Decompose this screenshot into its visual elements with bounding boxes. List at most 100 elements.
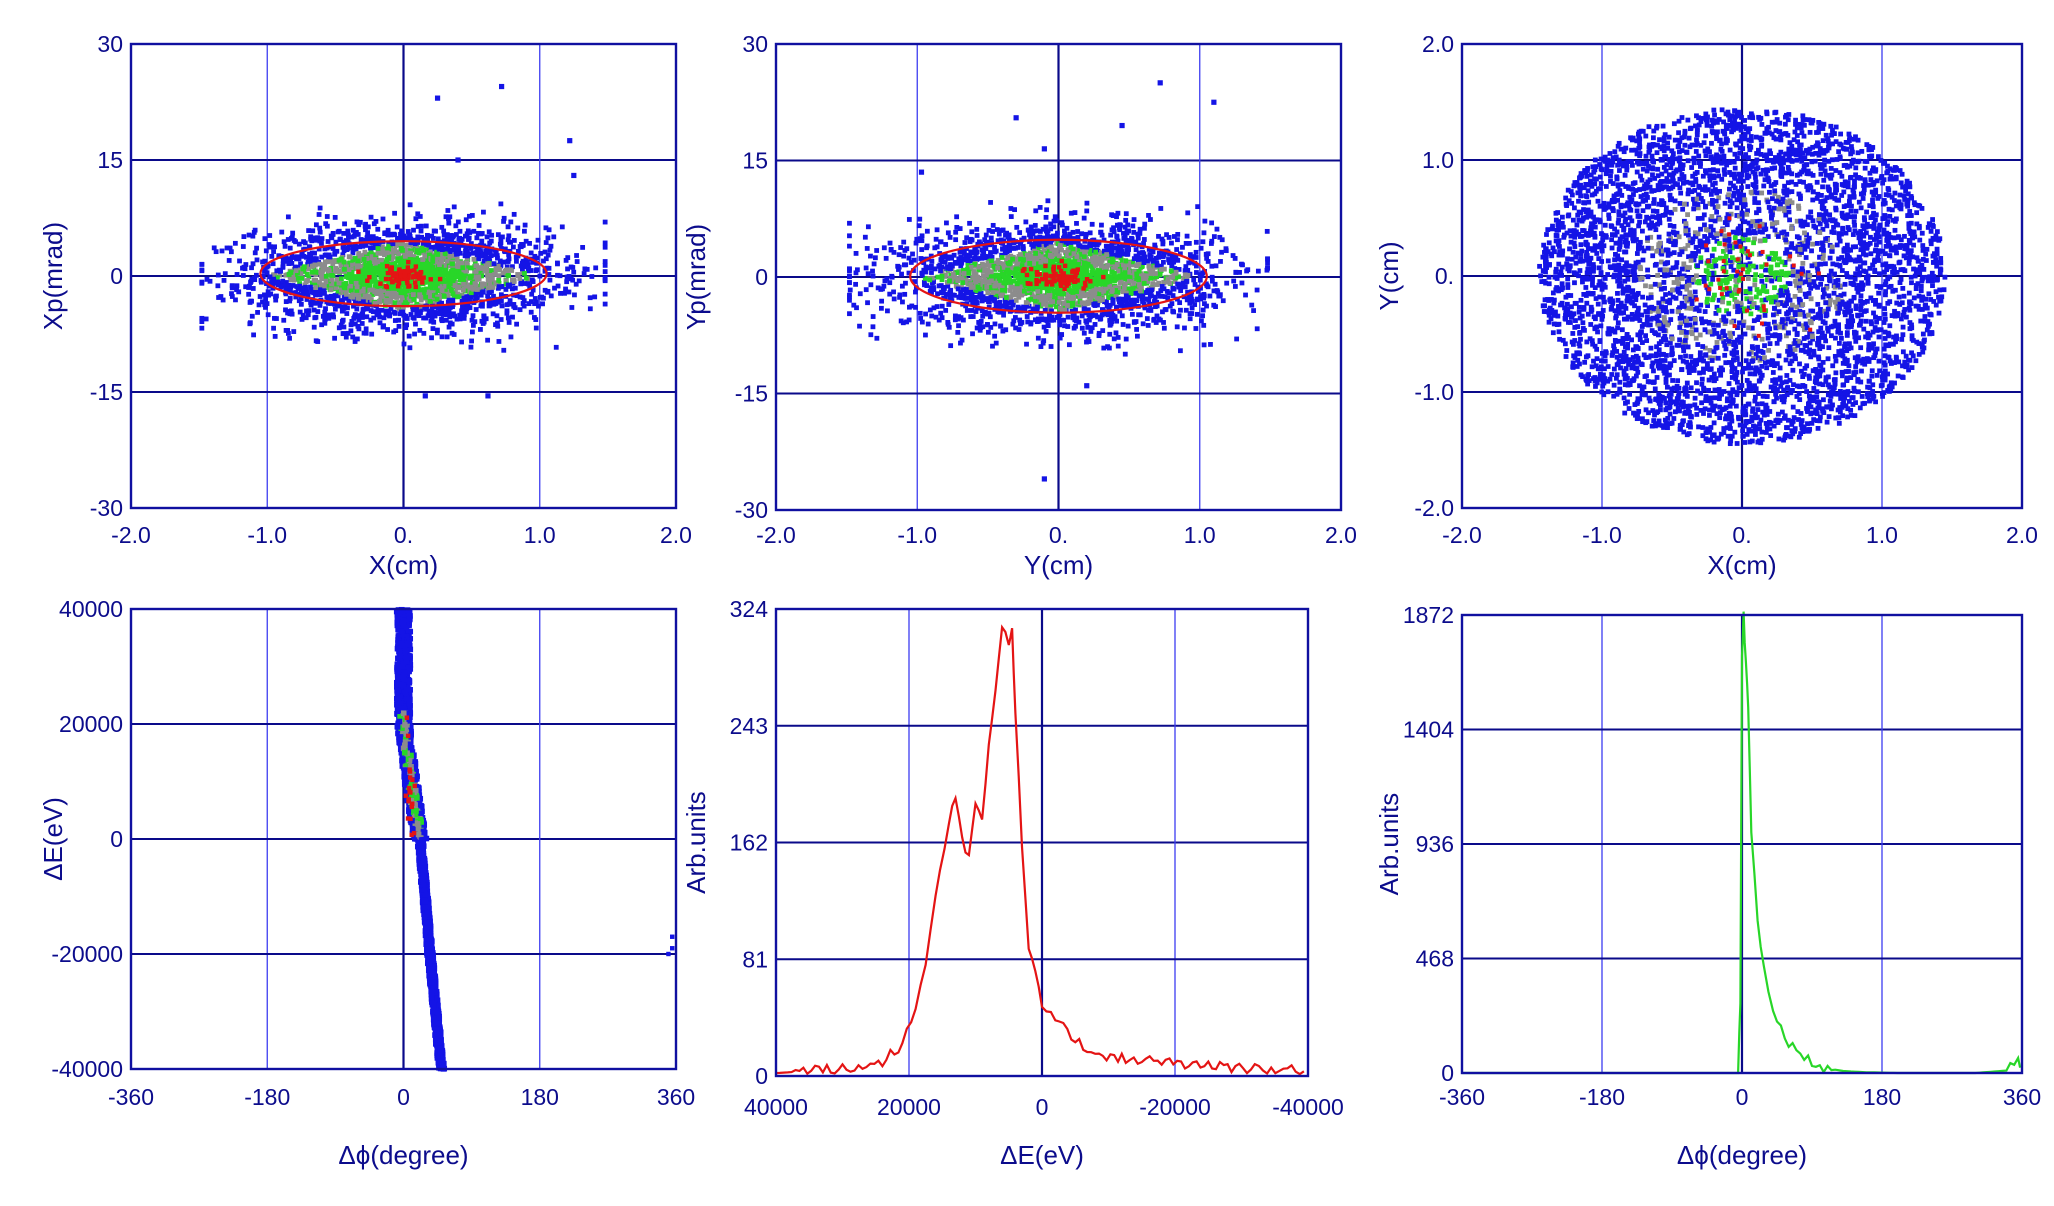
scatter-point <box>1152 299 1157 304</box>
x-tick-label: 1.0 <box>524 522 556 548</box>
scatter-point <box>967 278 973 284</box>
scatter-point <box>444 334 450 340</box>
scatter-point <box>341 259 347 265</box>
scatter-point <box>1056 300 1062 305</box>
scatter-point <box>1146 213 1151 218</box>
scatter-point <box>1015 260 1020 265</box>
scatter-point <box>939 264 945 270</box>
scatter-point <box>1141 251 1147 257</box>
scatter-point <box>445 300 451 305</box>
scatter-point <box>1265 260 1270 266</box>
scatter-point <box>587 295 593 301</box>
scatter-point <box>1037 229 1043 234</box>
scatter-point <box>358 241 364 247</box>
scatter-point <box>418 307 424 313</box>
scatter-point <box>1000 328 1006 334</box>
scatter-point <box>1183 307 1189 313</box>
scatter-point <box>979 308 985 314</box>
scatter-point <box>464 257 470 263</box>
scatter-point <box>955 286 961 292</box>
scatter-point <box>277 272 283 278</box>
scatter-point <box>992 245 997 250</box>
scatter-point <box>1039 243 1045 249</box>
scatter-point <box>349 319 355 324</box>
scatter-point <box>501 347 507 353</box>
scatter-point <box>535 237 541 243</box>
scatter-point <box>262 258 268 264</box>
x-tick-label: 0. <box>394 522 413 548</box>
scatter-point <box>1185 289 1190 295</box>
scatter-point <box>481 209 486 215</box>
scatter-point <box>398 256 404 261</box>
scatter-point <box>964 267 970 272</box>
scatter-point <box>319 254 325 260</box>
scatter-point <box>970 314 976 319</box>
scatter-point <box>1217 234 1223 240</box>
scatter-point <box>247 321 253 327</box>
scatter-point <box>917 310 923 316</box>
scatter-point <box>399 235 405 241</box>
scatter-point <box>433 228 438 234</box>
scatter-point <box>1145 323 1151 328</box>
scatter-point <box>965 260 971 266</box>
scatter-point <box>1200 270 1206 276</box>
scatter-point-core <box>384 263 390 269</box>
scatter-point <box>435 327 440 333</box>
scatter-point <box>267 244 273 250</box>
scatter-point-core <box>428 277 433 282</box>
scatter-point <box>358 237 364 242</box>
scatter-point <box>1136 262 1141 267</box>
scatter-point <box>381 323 387 329</box>
scatter-point <box>1106 249 1112 255</box>
scatter-point <box>357 219 363 225</box>
scatter-point <box>1109 292 1114 298</box>
scatter-point <box>1181 275 1186 281</box>
scatter-point-core <box>385 270 391 276</box>
scatter-point <box>957 226 963 231</box>
scatter-point <box>1240 262 1245 268</box>
scatter-point <box>1018 271 1024 277</box>
scatter-point <box>483 268 489 274</box>
scatter-point <box>865 271 871 277</box>
scatter-point <box>389 299 394 305</box>
scatter-point <box>336 280 342 286</box>
scatter-point <box>971 297 976 303</box>
scatter-point <box>438 267 443 273</box>
scatter-point <box>452 283 458 288</box>
scatter-point <box>344 311 350 316</box>
scatter-point <box>1073 307 1078 313</box>
scatter-point <box>325 252 330 258</box>
scatter-point <box>379 307 385 313</box>
scatter-point <box>298 270 304 276</box>
scatter-point <box>1061 267 1067 273</box>
scatter-point <box>429 335 434 341</box>
scatter-point <box>1075 257 1081 263</box>
scatter-point <box>1177 348 1183 354</box>
scatter-point <box>1176 274 1181 280</box>
scatter-point <box>285 256 291 262</box>
scatter-point <box>297 283 303 289</box>
scatter-point <box>514 293 520 299</box>
scatter-point <box>388 306 394 311</box>
scatter-point <box>969 237 975 243</box>
scatter-point <box>1048 302 1054 308</box>
scatter-point <box>416 287 422 293</box>
scatter-point <box>1120 251 1126 257</box>
scatter-point <box>541 295 546 301</box>
scatter-point <box>486 299 492 305</box>
scatter-point <box>442 287 448 292</box>
scatter-point <box>514 258 519 264</box>
scatter-point <box>883 255 889 261</box>
scatter-point <box>376 284 382 290</box>
scatter-point <box>1180 280 1186 286</box>
scatter-point <box>929 313 935 319</box>
scatter-point <box>896 252 902 258</box>
scatter-point <box>429 307 435 313</box>
scatter-point <box>286 261 292 266</box>
scatter-point <box>490 311 496 317</box>
scatter-point <box>517 244 523 249</box>
scatter-point <box>359 315 365 320</box>
scatter-point <box>469 282 475 287</box>
scatter-point <box>1216 293 1222 299</box>
scatter-point <box>1009 299 1014 305</box>
